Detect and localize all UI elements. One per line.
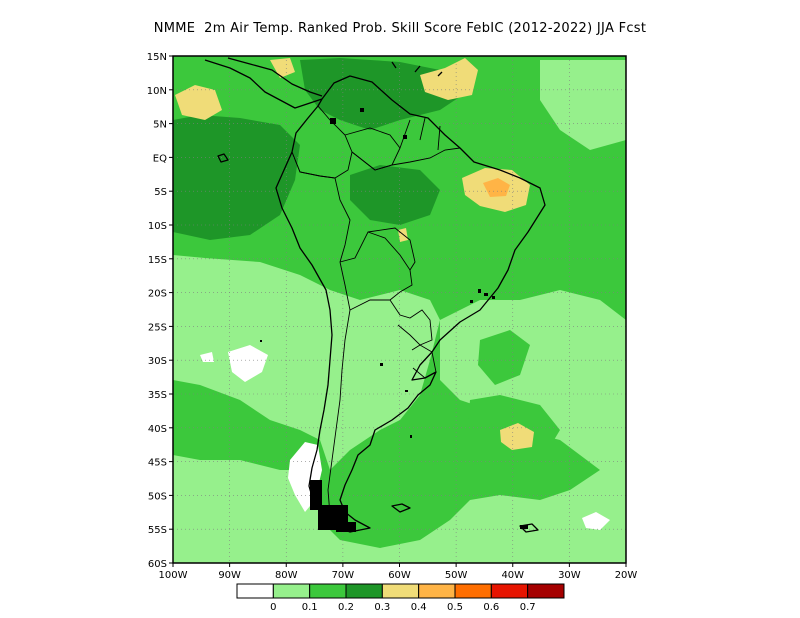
south-atlantic-field	[440, 290, 626, 470]
latitude-labels: 15N 10N 5N EQ 5S 10S 15S 20S 25S 30S 35S 40S 45S 50S 5…	[147, 52, 173, 570]
amazon-dark	[350, 165, 440, 225]
border-chile-argentina	[327, 261, 351, 516]
central-america-coastline	[204, 59, 323, 109]
colorbar-swatch	[418, 583, 456, 599]
galapagos	[217, 153, 229, 163]
lat-tick-label: 50S	[148, 491, 167, 502]
border-ecuador-peru	[291, 151, 351, 263]
lat-tick-label: 10N	[147, 86, 167, 97]
colorbar-label: 0	[270, 602, 276, 613]
caribbean-islands	[391, 61, 443, 77]
falklands	[391, 503, 411, 513]
northeast-brazil-core	[483, 178, 510, 197]
lat-tick-label: 20S	[148, 289, 167, 300]
longitude-labels: 100W 90W 80W 70W 60W 50W 40W 30W 20W	[159, 563, 638, 581]
colorbar-label: 0.1	[302, 602, 318, 613]
lat-tick-label: 15S	[148, 255, 167, 266]
colorbar-label: 0.4	[411, 602, 427, 613]
lon-tick-label: 50W	[445, 570, 468, 581]
east-coast-patch	[478, 330, 530, 385]
north-atlantic-pale	[540, 60, 626, 150]
colorbar-label: 0.6	[483, 602, 499, 613]
border-brazil-north	[351, 147, 461, 171]
colorbar-swatch	[236, 583, 274, 599]
colorbar: 0 0.1 0.2 0.3 0.4 0.5 0.6 0.7	[236, 583, 565, 613]
colorbar-swatch	[527, 583, 565, 599]
atlantic-white	[582, 512, 610, 530]
lat-tick-label: 5S	[154, 187, 167, 198]
map-plot-area	[173, 56, 626, 563]
lat-tick-label: 55S	[148, 525, 167, 536]
colorbar-label: 0.5	[447, 602, 463, 613]
map-title: NMME 2m Air Temp. Ranked Prob. Skill Sco…	[153, 21, 647, 36]
lat-tick-label: 5N	[153, 120, 167, 131]
border-paraguay	[389, 299, 433, 346]
border-guianas	[399, 117, 441, 151]
south-atlantic-warm	[500, 423, 534, 450]
coastlines	[204, 57, 546, 533]
border-uruguay	[411, 344, 437, 379]
pacific-white-1	[228, 345, 268, 382]
colorbar-label: 0.3	[374, 602, 390, 613]
caribbean-warm-3	[270, 58, 295, 78]
lon-tick-label: 70W	[332, 570, 355, 581]
lon-tick-label: 100W	[159, 570, 188, 581]
lon-tick-label: 90W	[218, 570, 241, 581]
lon-tick-label: 60W	[388, 570, 411, 581]
south-georgia	[519, 523, 539, 533]
lon-tick-label: 30W	[558, 570, 581, 581]
lakes-and-islands	[260, 108, 528, 532]
guiana-warm	[398, 228, 408, 242]
lat-tick-label: 10S	[148, 221, 167, 232]
colorbar-label: 0.2	[338, 602, 354, 613]
colorbar-swatch	[454, 583, 492, 599]
lat-tick-label: 35S	[148, 390, 167, 401]
colorbar-swatch	[272, 583, 311, 599]
border-argentina-bolivia	[349, 299, 390, 311]
south-america-coastline	[275, 75, 546, 533]
gridlines	[173, 56, 626, 563]
caribbean-warm-1	[175, 85, 222, 120]
colorbar-swatch	[345, 583, 383, 599]
lat-tick-label: 60S	[148, 559, 167, 570]
border-brazil-bolivia	[367, 227, 416, 271]
colorbar-swatch	[309, 583, 347, 599]
pacific-white-2	[200, 352, 214, 362]
lat-tick-label: 45S	[148, 458, 167, 469]
colorbar-label: 0.7	[520, 602, 536, 613]
colorbar-swatch	[490, 583, 529, 599]
lon-tick-label: 80W	[275, 570, 298, 581]
lon-tick-label: 40W	[501, 570, 524, 581]
lat-tick-label: 40S	[148, 424, 167, 435]
central-america-north	[227, 57, 323, 97]
lat-tick-label: 15N	[147, 52, 167, 63]
border-peru-bolivia	[339, 231, 413, 301]
country-borders	[291, 105, 461, 516]
lat-tick-label: 25S	[148, 322, 167, 333]
lon-tick-label: 20W	[615, 570, 638, 581]
pacific-dark-south	[173, 380, 320, 470]
lat-tick-label: EQ	[153, 153, 167, 164]
lat-tick-label: 30S	[148, 356, 167, 367]
caribbean-warm-2	[420, 58, 478, 100]
equatorial-pacific-field	[173, 115, 300, 240]
colorbar-swatch	[381, 583, 420, 599]
